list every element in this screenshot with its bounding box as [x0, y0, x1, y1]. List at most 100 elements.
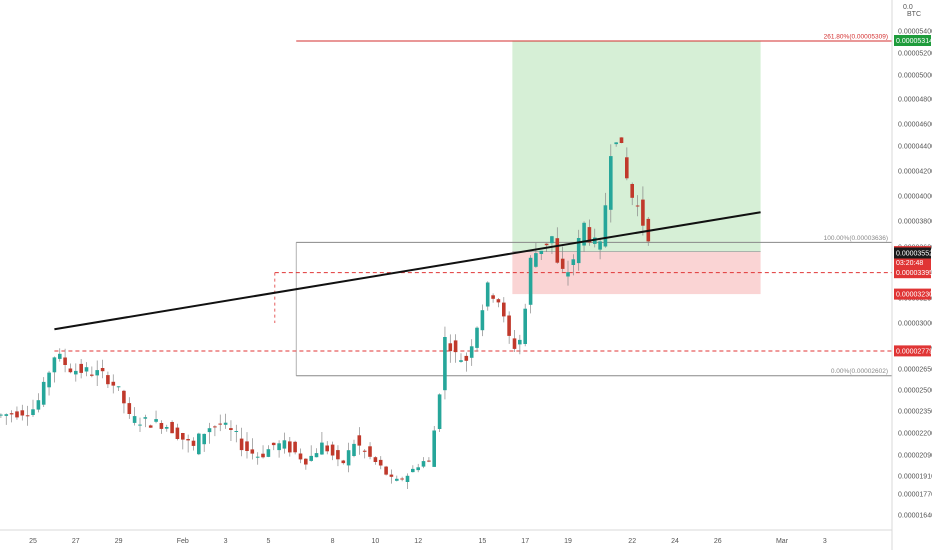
candle-body [421, 461, 426, 467]
candle-body [304, 458, 308, 465]
price-badge-label: 0.00002779 [896, 348, 932, 355]
price-badge-label: 0.00003230 [896, 292, 932, 299]
candle-body [507, 315, 511, 336]
price-badge [894, 247, 931, 259]
price-tick-label: 0.00002500 [898, 388, 932, 395]
candle-body [395, 478, 399, 481]
pair-label: BTC [907, 11, 921, 18]
candle-body [480, 310, 485, 331]
time-tick-label: 3 [224, 538, 228, 545]
candle-body [625, 157, 629, 179]
price-badge [894, 288, 931, 300]
candle-body [106, 375, 110, 385]
candle-body [571, 259, 576, 265]
candle-body [635, 205, 640, 207]
price-tick-label: 0.00004000 [898, 194, 932, 201]
candle-body [453, 340, 458, 353]
candle-body [534, 253, 538, 267]
candle-body [132, 416, 137, 423]
target-zone[interactable] [512, 40, 761, 252]
candle-body [539, 250, 544, 254]
price-badge [894, 267, 931, 279]
candle-body [437, 394, 442, 429]
candle-body [266, 449, 271, 457]
horizontal-levels[interactable]: 261.80%(0.00005309) 100.00%(0.00003636) 0.… [54, 34, 892, 377]
candle-body [143, 417, 148, 419]
candle-body [20, 410, 25, 416]
candle-body [122, 390, 126, 404]
candle-body [218, 423, 222, 425]
long-position-tool[interactable] [512, 40, 761, 295]
price-tick-label: 0.00002090 [898, 453, 932, 460]
price-badge-label: 0.00003552 [896, 251, 932, 258]
candle-body [159, 423, 164, 429]
candle-body [25, 415, 30, 417]
candle-body [362, 450, 367, 452]
candle-body [448, 343, 453, 352]
candle-body [223, 422, 228, 425]
price-badge [894, 35, 931, 46]
candle-body [100, 368, 105, 372]
candle-body [641, 199, 645, 226]
candle-body [389, 474, 394, 477]
time-tick-label: 26 [714, 538, 722, 545]
candle-body [9, 413, 14, 415]
candle-body [609, 156, 613, 210]
candle-body [250, 449, 255, 454]
price-badge-label: 0.00005314 [896, 38, 932, 45]
time-tick-label: 8 [331, 538, 335, 545]
candle-body [293, 441, 297, 453]
time-axis[interactable]: 25 27 29 Feb 3 5 8 10 12 15 17 19 22 24 26 Mar 3 [0, 529, 892, 545]
time-tick-label: 19 [564, 538, 572, 545]
candle-body [309, 455, 313, 461]
candle-body [443, 337, 447, 391]
time-tick-label: 17 [521, 538, 529, 545]
candle-body [346, 450, 351, 466]
price-tick-label: 0.00003000 [898, 321, 932, 328]
candle-body [175, 427, 180, 439]
candle-body [576, 238, 581, 264]
trendline[interactable] [54, 211, 761, 331]
candle-body [378, 459, 383, 466]
candlestick-series [0, 137, 651, 489]
candle-body [0, 414, 3, 416]
candle-body [74, 370, 78, 375]
time-tick-label: 12 [414, 538, 422, 545]
price-axis[interactable]: 0.0 BTC 0.00005400 0.00005200 0.00005000 0.… [891, 0, 932, 550]
candle-body [229, 428, 233, 430]
candle-body [288, 441, 292, 453]
candle-body [79, 363, 83, 373]
ascending-trendline[interactable] [54, 211, 761, 331]
price-tick-label: 0.00004200 [898, 169, 932, 176]
candle-body [164, 427, 169, 429]
price-tick-label: 0.00005400 [898, 29, 932, 36]
time-tick-label: 22 [628, 538, 636, 545]
candle-body [261, 453, 265, 458]
candle-body [15, 411, 19, 418]
price-tick-label: 0.00001910 [898, 474, 932, 481]
candle-body [475, 327, 479, 348]
candle-body [320, 442, 324, 455]
candle-body [271, 442, 276, 446]
candle-body [138, 424, 142, 426]
candle-body [630, 184, 634, 198]
price-badge-label: 03:20:48 [896, 260, 923, 267]
candle-body [4, 414, 9, 416]
price-badge [894, 345, 931, 357]
time-tick-label: 15 [479, 538, 487, 545]
candle-body [459, 360, 463, 362]
candle-body [502, 302, 506, 317]
price-badge [894, 257, 931, 269]
candle-body [58, 353, 62, 359]
candle-body [154, 419, 158, 422]
time-tick-label: Mar [776, 538, 789, 545]
candle-body [314, 453, 319, 458]
candle-body [277, 443, 281, 451]
candle-body [31, 409, 35, 415]
candle-body [523, 308, 527, 344]
price-tick-label: 0.00002350 [898, 409, 932, 416]
candle-body [416, 467, 420, 471]
candle-body [566, 272, 570, 277]
